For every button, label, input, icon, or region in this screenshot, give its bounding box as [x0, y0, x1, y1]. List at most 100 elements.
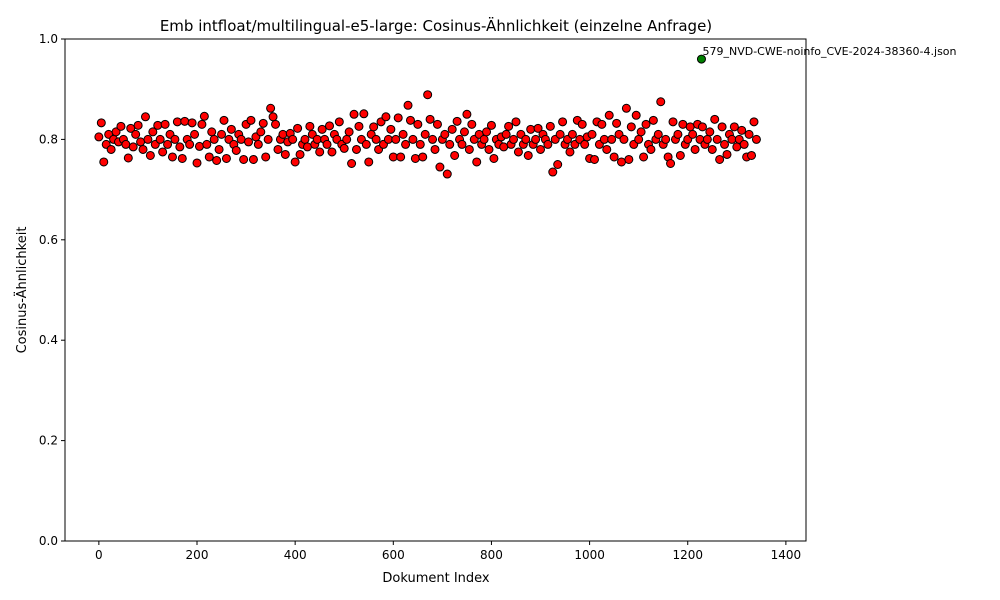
point: [405, 115, 415, 125]
point: [361, 139, 371, 149]
point: [126, 123, 136, 133]
point: [688, 129, 698, 139]
point: [143, 134, 153, 144]
point: [678, 119, 688, 129]
point: [204, 152, 214, 162]
point: [344, 127, 354, 137]
point: [464, 144, 474, 154]
point: [393, 113, 403, 123]
y-axis-label: Cosinus-Ähnlichkeit: [14, 227, 30, 354]
point: [246, 115, 256, 125]
point: [486, 120, 496, 130]
point: [447, 124, 457, 134]
point: [467, 119, 477, 129]
point: [690, 144, 700, 154]
point: [271, 119, 281, 129]
point: [715, 154, 725, 164]
point: [106, 144, 116, 154]
point: [158, 147, 168, 157]
point: [428, 134, 438, 144]
y-tick-label: 0.0: [39, 534, 58, 548]
point: [523, 150, 533, 160]
point: [199, 111, 209, 121]
point: [96, 118, 106, 128]
point: [190, 129, 200, 139]
point: [175, 142, 185, 152]
point: [415, 139, 425, 149]
point: [459, 127, 469, 137]
point: [482, 127, 492, 137]
point: [631, 110, 641, 120]
point: [707, 144, 717, 154]
point: [472, 157, 482, 167]
point: [266, 103, 276, 113]
point: [420, 129, 430, 139]
point: [646, 144, 656, 154]
point: [371, 134, 381, 144]
point: [626, 122, 636, 132]
x-tick-label: 1000: [574, 548, 605, 562]
point: [383, 134, 393, 144]
point: [712, 134, 722, 144]
point: [737, 125, 747, 135]
x-tick-label: 0: [95, 548, 103, 562]
point: [513, 147, 523, 157]
point: [504, 121, 514, 131]
point: [280, 149, 290, 159]
point: [160, 119, 170, 129]
point: [278, 129, 288, 139]
point: [531, 134, 541, 144]
point: [273, 144, 283, 154]
point: [172, 117, 182, 127]
point: [163, 139, 173, 149]
plot-frame: [64, 38, 807, 542]
point: [99, 157, 109, 167]
point: [462, 109, 472, 119]
point: [123, 153, 133, 163]
point: [722, 149, 732, 159]
point: [435, 162, 445, 172]
point: [413, 119, 423, 129]
point: [545, 121, 555, 131]
point: [589, 154, 599, 164]
point: [668, 117, 678, 127]
point: [739, 139, 749, 149]
point: [300, 134, 310, 144]
point: [457, 139, 467, 149]
x-tick-label: 800: [480, 548, 503, 562]
point: [577, 119, 587, 129]
point: [749, 117, 759, 127]
point: [302, 142, 312, 152]
point: [327, 147, 337, 157]
point: [751, 134, 761, 144]
point: [479, 134, 489, 144]
point: [661, 134, 671, 144]
point: [634, 134, 644, 144]
point: [167, 152, 177, 162]
point: [648, 115, 658, 125]
point: [359, 109, 369, 119]
point: [212, 155, 222, 165]
point: [155, 134, 165, 144]
point: [509, 134, 519, 144]
point: [354, 121, 364, 131]
y-tick-label: 0.6: [39, 233, 58, 247]
point: [621, 103, 631, 113]
point: [116, 121, 126, 131]
point: [261, 152, 271, 162]
x-tick-label: 400: [284, 548, 307, 562]
point: [543, 139, 553, 149]
point: [391, 134, 401, 144]
point: [729, 122, 739, 132]
point: [624, 154, 634, 164]
point: [121, 139, 131, 149]
point: [484, 144, 494, 154]
point: [170, 134, 180, 144]
point: [403, 100, 413, 110]
point: [197, 119, 207, 129]
point: [720, 139, 730, 149]
point: [295, 149, 305, 159]
point: [369, 122, 379, 132]
